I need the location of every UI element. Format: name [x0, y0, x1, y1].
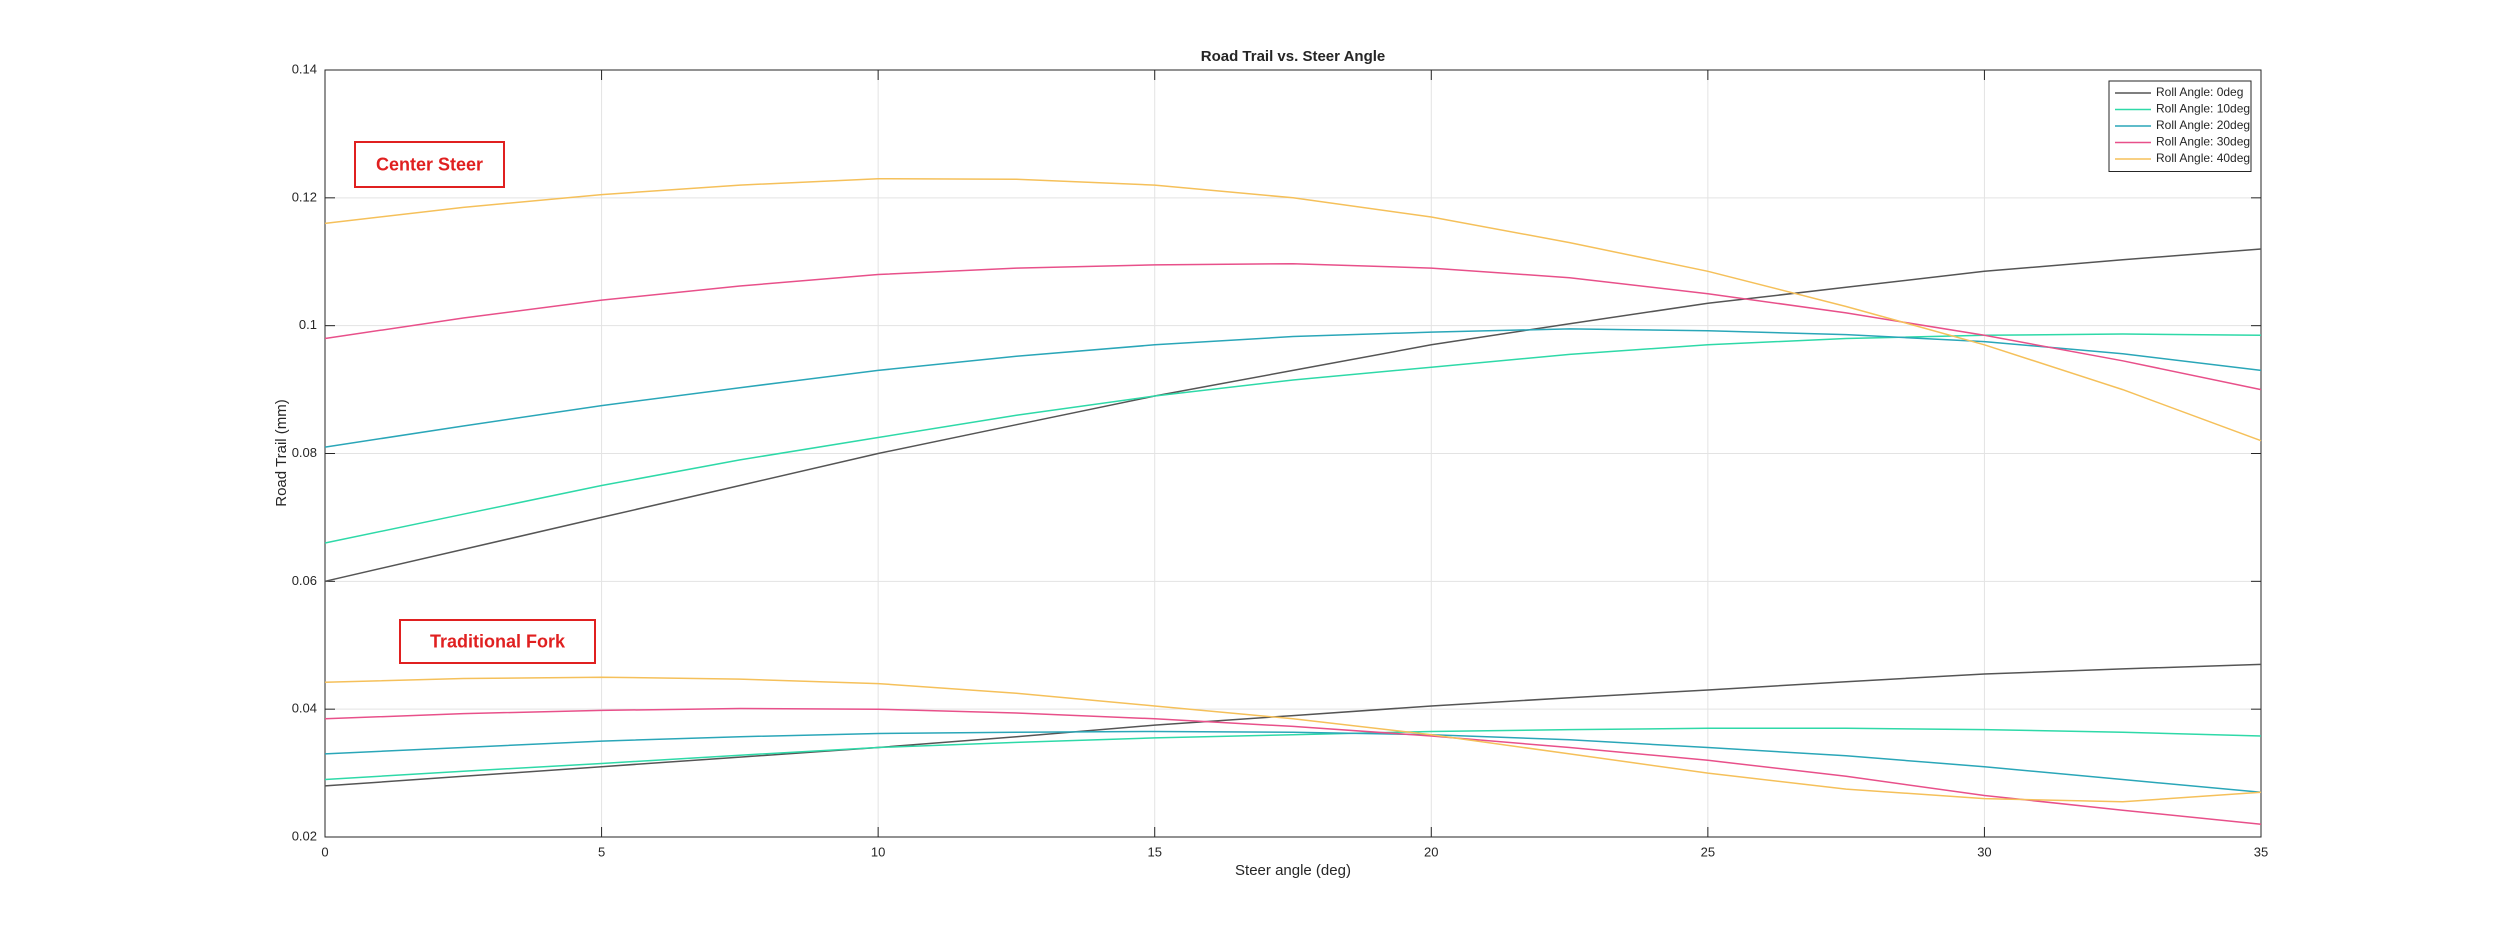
x-tick-label: 30	[1977, 844, 1991, 859]
y-tick-label: 0.06	[292, 573, 317, 588]
y-axis-label: Road Trail (mm)	[273, 399, 290, 507]
legend-entry: Roll Angle: 20deg	[2156, 118, 2250, 132]
x-tick-label: 15	[1147, 844, 1161, 859]
y-tick-label: 0.08	[292, 445, 317, 460]
y-tick-label: 0.1	[299, 317, 317, 332]
x-tick-label: 25	[1701, 844, 1715, 859]
series-line	[324, 262, 2262, 391]
legend-entry: Roll Angle: 30deg	[2156, 135, 2250, 149]
series-line	[324, 328, 2262, 448]
y-tick-label: 0.14	[292, 61, 317, 76]
series-line	[324, 730, 2262, 794]
legend-entry: Roll Angle: 0deg	[2156, 85, 2243, 99]
x-tick-label: 5	[598, 844, 605, 859]
series-line	[324, 676, 2262, 803]
series-line	[324, 727, 2262, 781]
x-tick-label: 20	[1424, 844, 1438, 859]
series-line	[324, 333, 2262, 544]
y-tick-label: 0.04	[292, 701, 317, 716]
x-axis-label: Steer angle (deg)	[1235, 862, 1351, 879]
y-tick-label: 0.12	[292, 189, 317, 204]
series-line	[324, 663, 2262, 787]
x-tick-label: 10	[871, 844, 885, 859]
annotation: Center Steer	[376, 154, 483, 174]
annotation-box	[399, 619, 596, 664]
series-line	[324, 248, 2262, 583]
y-tick-label: 0.02	[292, 828, 317, 843]
plot-frame	[324, 69, 2262, 838]
legend-entry: Roll Angle: 40deg	[2156, 151, 2250, 165]
legend-entry: Roll Angle: 10deg	[2156, 102, 2250, 116]
x-tick-label: 35	[2254, 844, 2268, 859]
x-tick-label: 0	[321, 844, 328, 859]
annotation: Traditional Fork	[430, 631, 566, 651]
chart-title: Road Trail vs. Steer Angle	[1201, 48, 1386, 65]
series-line	[324, 707, 2262, 825]
series-line	[324, 177, 2262, 442]
annotation-box	[354, 141, 505, 188]
